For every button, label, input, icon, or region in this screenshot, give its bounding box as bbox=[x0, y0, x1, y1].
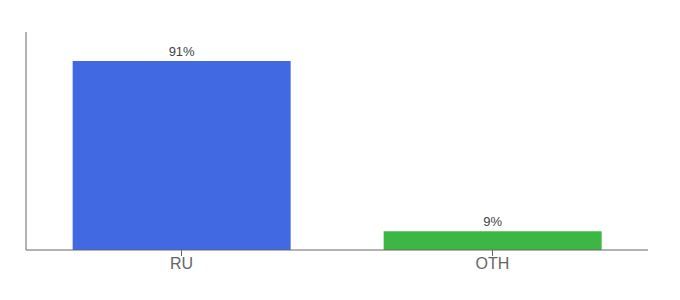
svg-text:91%: 91% bbox=[169, 44, 195, 59]
svg-text:RU: RU bbox=[170, 255, 193, 272]
svg-text:9%: 9% bbox=[483, 214, 502, 229]
svg-text:OTH: OTH bbox=[476, 255, 510, 272]
